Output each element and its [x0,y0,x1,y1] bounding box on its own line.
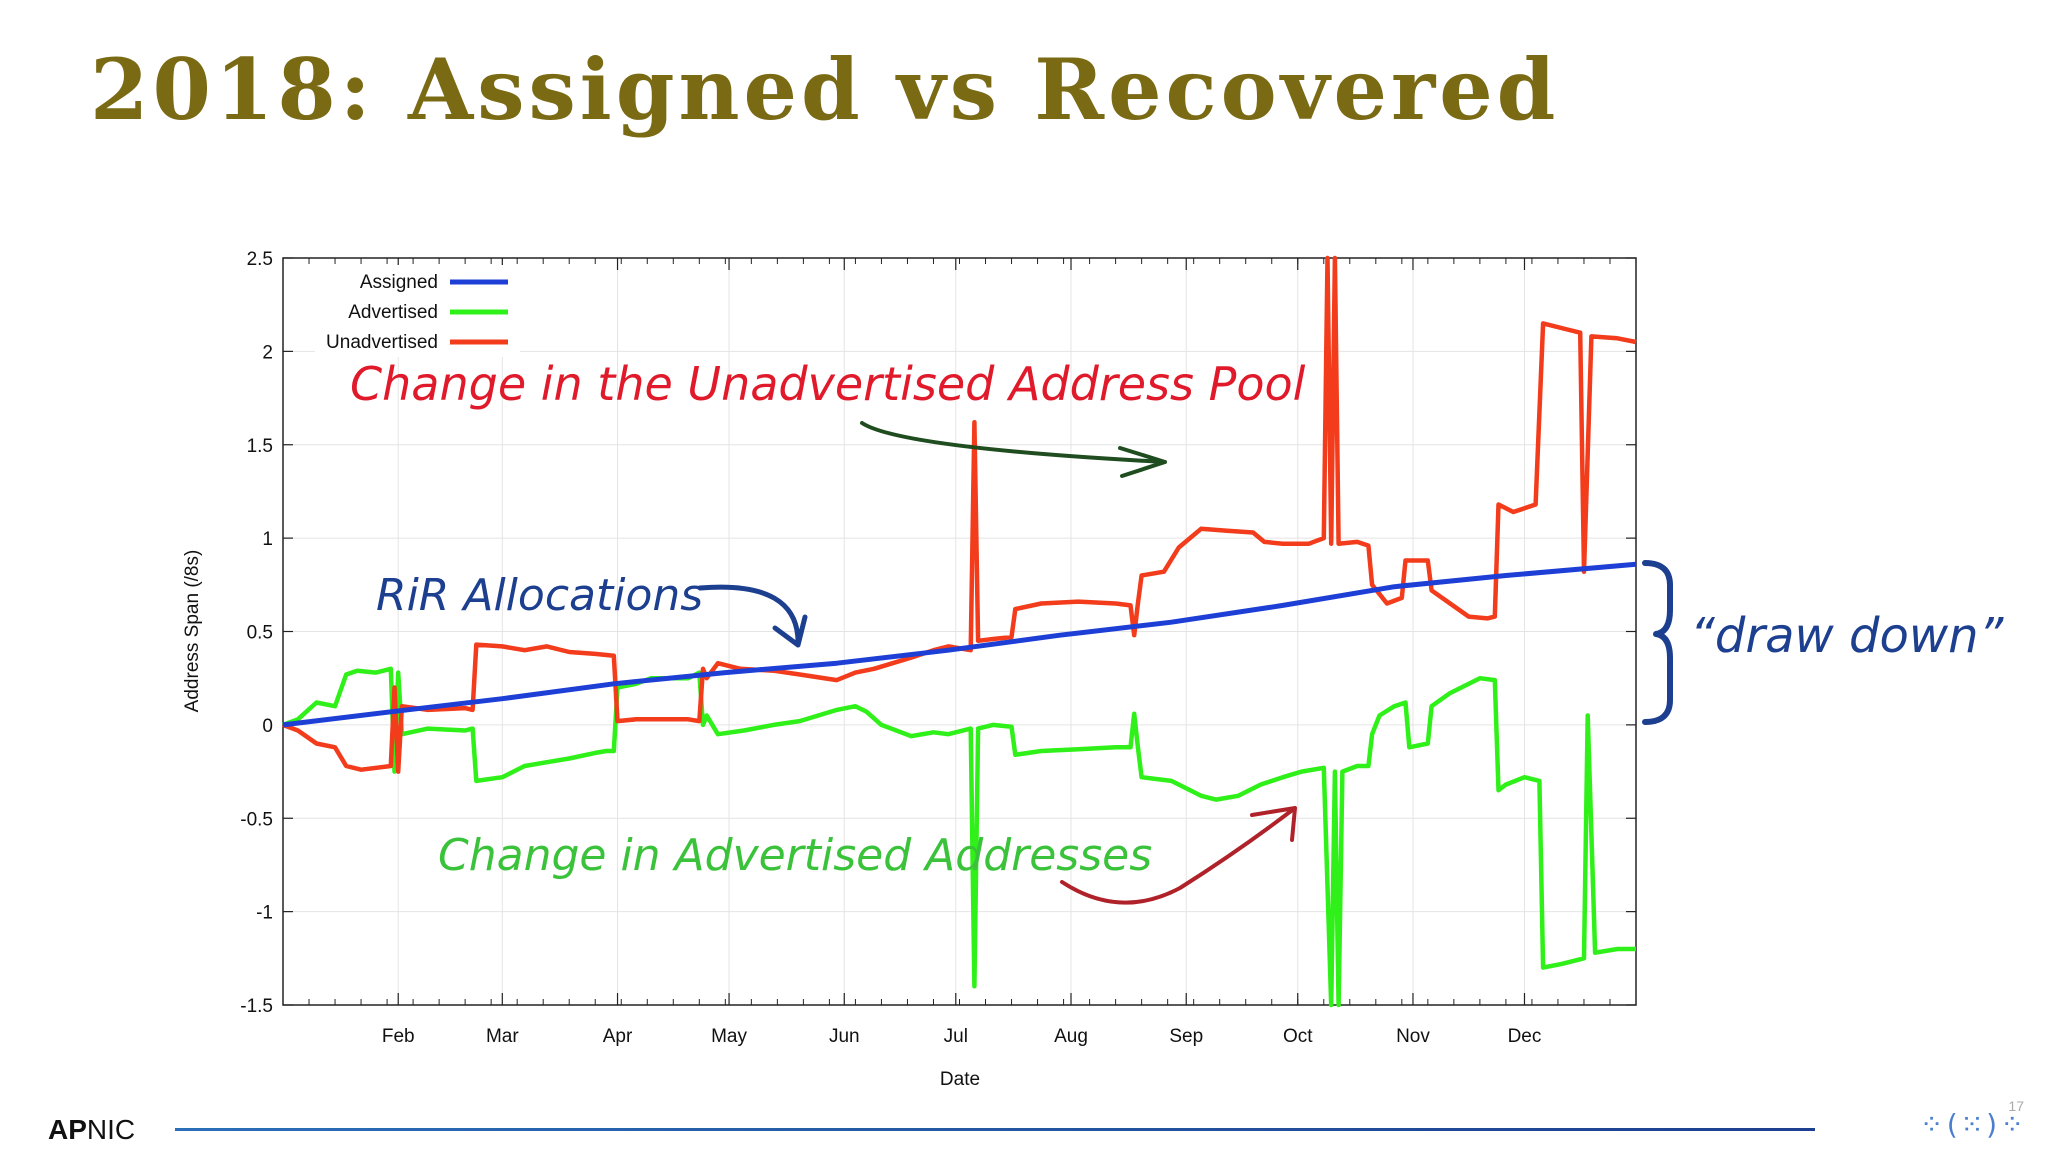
y-tick-label: 0 [262,716,273,737]
x-tick-label: Mar [486,1026,519,1047]
y-tick-label: -0.5 [240,809,273,830]
y-tick-label: 1 [262,529,273,550]
note-draw-down: “draw down” [1690,608,2005,664]
arrow-unadvertised-icon [860,421,1167,478]
logo-bold-part: AP [48,1114,87,1145]
apnic-logo: APNIC [48,1114,135,1146]
note-rir-allocations: RiR Allocations [376,570,703,621]
legend-label-unadvertised: Unadvertised [326,332,438,353]
x-tick-label: May [711,1026,747,1047]
x-tick-label: Sep [1169,1026,1203,1047]
slide-title: 2018: Assigned vs Recovered [90,40,1560,139]
logo-light-part: NIC [86,1114,136,1145]
arrow-advertised-icon [1060,806,1297,905]
x-tick-label: Dec [1508,1026,1542,1047]
x-tick-label: Oct [1283,1026,1313,1047]
y-tick-label: -1 [256,903,273,924]
legend-label-advertised: Advertised [348,302,438,323]
series-unadvertised-line [282,255,1637,774]
y-tick-label: 2.5 [247,249,273,270]
y-tick-label: 0.5 [247,623,273,644]
note-unadvertised-pool: Change in the Unadvertised Address Pool [350,357,1306,411]
y-tick-label: -1.5 [240,996,273,1017]
dots-ring-icon: ⁘(⁙)⁘ [1919,1108,2024,1141]
series-lines [282,255,1637,1008]
x-axis-ticks: Feb Mar Apr May Jun Jul Aug Sep Oct Nov Dec [282,258,1637,1047]
x-tick-label: Jul [944,1026,968,1047]
series-assigned-line [282,561,1637,728]
x-tick-label: Jun [829,1026,860,1047]
y-tick-label: 1.5 [247,436,273,457]
series-advertised-line [282,666,1636,1008]
y-axis-title: Address Span (/8s) [182,550,203,713]
page-number: 17 [2008,1098,2024,1114]
x-tick-label: Aug [1054,1026,1088,1047]
legend-label-assigned: Assigned [360,272,438,293]
x-tick-label: Feb [382,1026,415,1047]
note-advertised-addresses: Change in Advertised Addresses [438,830,1152,881]
x-tick-label: Nov [1396,1026,1430,1047]
footer-rule [175,1128,1815,1131]
y-tick-label: 2 [262,342,273,363]
legend: Assigned Advertised Unadvertised [315,265,520,357]
brace-icon [1642,560,1673,725]
x-tick-label: Apr [603,1026,633,1047]
x-axis-title: Date [940,1069,980,1090]
arrow-rir-icon [697,584,808,648]
y-axis-ticks: 2.5 2 1.5 1 0.5 0 -0.5 -1 -1.5 [240,249,1636,1017]
